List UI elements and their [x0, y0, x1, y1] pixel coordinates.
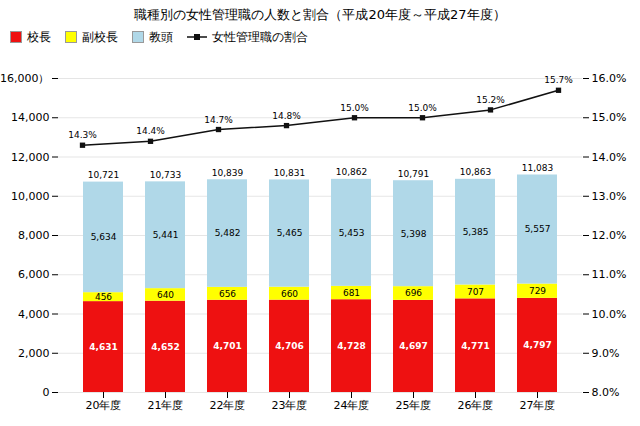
svg-text:11,083: 11,083	[522, 163, 554, 173]
svg-text:15.2%: 15.2%	[476, 95, 505, 105]
svg-text:5,557: 5,557	[525, 224, 551, 234]
svg-text:27年度: 27年度	[520, 399, 556, 412]
svg-text:5,634: 5,634	[91, 232, 117, 242]
html-text:副校長: 副校長	[82, 29, 118, 44]
svg-text:2,000: 2,000	[18, 347, 50, 360]
svg-text:456: 456	[95, 292, 112, 302]
svg-text:21年度: 21年度	[148, 399, 184, 412]
svg-text:14.3%: 14.3%	[68, 130, 97, 140]
svg-text:12,000: 12,000	[11, 151, 50, 164]
svg-text:660: 660	[281, 289, 298, 299]
svg-text:11.0%: 11.0%	[592, 268, 627, 281]
svg-text:4,771: 4,771	[461, 341, 489, 351]
svg-text:26年度: 26年度	[458, 399, 494, 412]
svg-text:10,000: 10,000	[11, 190, 50, 203]
svg-text:4,706: 4,706	[275, 341, 303, 351]
svg-text:5,441: 5,441	[153, 230, 179, 240]
svg-text:25年度: 25年度	[396, 399, 432, 412]
svg-text:4,697: 4,697	[399, 341, 427, 351]
svg-text:24年度: 24年度	[334, 399, 370, 412]
svg-text:4,701: 4,701	[213, 341, 241, 351]
svg-text:23年度: 23年度	[272, 399, 308, 412]
svg-text:22年度: 22年度	[210, 399, 246, 412]
svg-text:10,862: 10,862	[336, 167, 368, 177]
svg-text:5,385: 5,385	[463, 227, 489, 237]
svg-text:14,000: 14,000	[11, 111, 50, 124]
svg-text:10,721: 10,721	[88, 170, 120, 180]
svg-text:13.0%: 13.0%	[592, 190, 627, 203]
html-text:職種別の女性管理職の人数と割合（平成20年度～平成27年度）: 職種別の女性管理職の人数と割合（平成20年度～平成27年度）	[134, 7, 506, 22]
svg-text:15.0%: 15.0%	[340, 103, 369, 113]
svg-text:8,000: 8,000	[18, 229, 50, 242]
svg-text:4,728: 4,728	[337, 341, 365, 351]
svg-text:4,000: 4,000	[18, 308, 50, 321]
svg-text:10,791: 10,791	[398, 169, 430, 179]
svg-text:8.0%: 8.0%	[592, 386, 620, 399]
svg-text:14.7%: 14.7%	[204, 115, 233, 125]
svg-text:5,465: 5,465	[277, 228, 303, 238]
svg-text:14.0%: 14.0%	[592, 151, 627, 164]
svg-text:20年度: 20年度	[86, 399, 122, 412]
svg-text:15.0%: 15.0%	[408, 103, 437, 113]
svg-text:4,652: 4,652	[151, 342, 179, 352]
svg-text:12.0%: 12.0%	[592, 229, 627, 242]
svg-text:10.0%: 10.0%	[592, 308, 627, 321]
svg-text:640: 640	[157, 290, 174, 300]
svg-text:10,831: 10,831	[274, 168, 306, 178]
svg-text:5,398: 5,398	[401, 229, 427, 239]
svg-text:4,631: 4,631	[89, 342, 117, 352]
svg-text:729: 729	[529, 286, 546, 296]
svg-text:16.0%: 16.0%	[592, 72, 627, 85]
svg-text:707: 707	[467, 287, 484, 297]
svg-text:4,797: 4,797	[523, 340, 551, 350]
svg-text:15.0%: 15.0%	[592, 111, 627, 124]
svg-text:5,453: 5,453	[339, 228, 365, 238]
svg-text:656: 656	[219, 289, 236, 299]
svg-text:10,839: 10,839	[212, 168, 244, 178]
svg-text:6,000: 6,000	[18, 268, 50, 281]
html-text:教頭: 教頭	[149, 29, 173, 44]
svg-text:0: 0	[43, 386, 50, 399]
svg-text:696: 696	[405, 288, 422, 298]
svg-text:16,000）: 16,000）	[0, 72, 50, 85]
svg-text:681: 681	[343, 288, 360, 298]
svg-text:14.4%: 14.4%	[136, 126, 165, 136]
svg-text:15.7%: 15.7%	[544, 75, 573, 85]
svg-text:10,863: 10,863	[460, 167, 492, 177]
html-text:校長: 校長	[27, 29, 51, 44]
svg-text:10,733: 10,733	[150, 170, 182, 180]
svg-text:9.0%: 9.0%	[592, 347, 620, 360]
svg-text:5,482: 5,482	[215, 228, 241, 238]
html-text:女性管理職の割合: 女性管理職の割合	[212, 29, 308, 44]
svg-text:14.8%: 14.8%	[272, 111, 301, 121]
